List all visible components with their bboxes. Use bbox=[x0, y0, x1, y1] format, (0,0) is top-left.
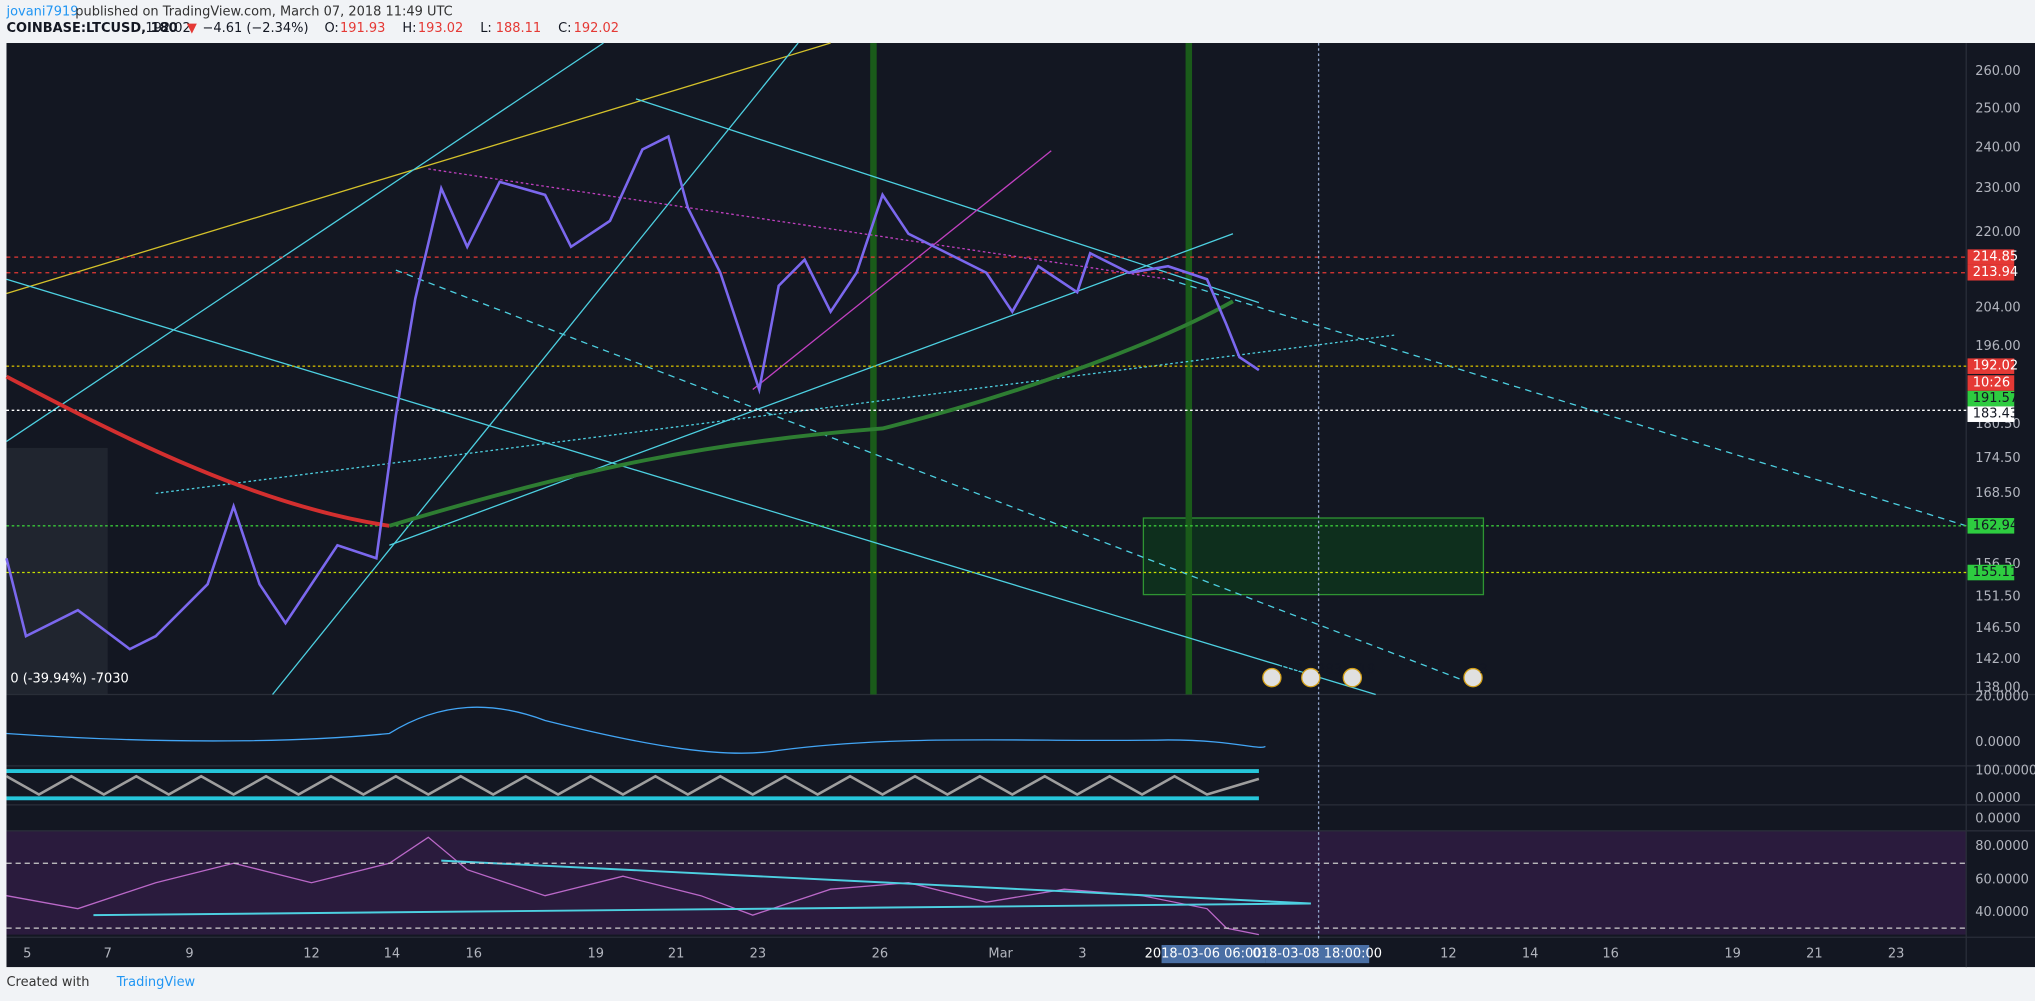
date-tick-label: 23 bbox=[750, 947, 767, 962]
price-tag bbox=[1967, 564, 2015, 581]
ohlc-key: L: bbox=[480, 21, 492, 36]
price-tag-label: 214.85 bbox=[1973, 250, 2018, 265]
change: −4.61 (−2.34%) bbox=[202, 21, 308, 36]
published: published on TradingView.com, March 07, … bbox=[75, 4, 452, 19]
price-tick-label: 151.50 bbox=[1975, 590, 2020, 605]
author[interactable]: jovani7919 bbox=[5, 4, 78, 19]
date-tick-label: 14 bbox=[384, 947, 401, 962]
price-tag-label: 10:26 bbox=[1973, 376, 2010, 391]
price-tick-label: 142.00 bbox=[1975, 652, 2020, 667]
event-flag bbox=[1463, 667, 1483, 688]
date-tick-label: 12 bbox=[1440, 947, 1457, 962]
ohlc-value: 192.02 bbox=[574, 21, 619, 36]
date-tick-label: 5 bbox=[23, 947, 31, 962]
date-highlight-label: 2018-03-06 06:00:00 bbox=[1145, 947, 1283, 962]
price-tick-label: 146.50 bbox=[1975, 621, 2020, 636]
price-tag bbox=[1967, 406, 2015, 422]
indicator-tick-label: 80.0000 bbox=[1975, 839, 2029, 854]
price-tick-label: 138.00 bbox=[1975, 681, 2020, 696]
ohlc-key: H: bbox=[402, 21, 416, 36]
price-tag-label: 213.94 bbox=[1973, 265, 2018, 280]
price-tick-label: 250.00 bbox=[1975, 102, 2020, 117]
panel-separators bbox=[6, 43, 2035, 968]
date-tick-label: 9 bbox=[185, 947, 193, 962]
price-tick-label: 230.00 bbox=[1975, 181, 2020, 196]
drawings bbox=[5, 42, 1967, 942]
last-price: 192.02 bbox=[145, 21, 190, 36]
price-tag bbox=[1967, 518, 2015, 534]
date-tick-label: 23 bbox=[1888, 947, 1905, 962]
event-flag bbox=[1342, 667, 1363, 688]
price-tick-label: 168.50 bbox=[1975, 486, 2020, 501]
event-count: 3 bbox=[1480, 662, 1488, 677]
event-count: 283 bbox=[1317, 662, 1342, 677]
price-tag-label: 192.02 bbox=[1973, 359, 2018, 374]
date-tick-label: 19 bbox=[587, 947, 604, 962]
footer-brand[interactable]: TradingView bbox=[116, 975, 196, 990]
price-tag bbox=[1967, 358, 2015, 374]
price-tag-label: 155.11 bbox=[1973, 565, 2018, 580]
price-tick-label: 196.00 bbox=[1975, 339, 2020, 354]
price-tick-label: 174.50 bbox=[1975, 451, 2020, 466]
footer-created: Created with bbox=[6, 975, 89, 990]
date-tick-label: 12 bbox=[303, 947, 320, 962]
ohlc-value: 191.93 bbox=[340, 21, 385, 36]
event-count: 19 bbox=[1359, 662, 1376, 677]
date-highlight bbox=[1161, 945, 1266, 964]
date-tick-label: 21 bbox=[1806, 947, 1823, 962]
price-tag bbox=[1967, 264, 2015, 281]
price-tick-label: 220.00 bbox=[1975, 225, 2020, 240]
date-tick-label: 26 bbox=[872, 947, 889, 962]
price-tag bbox=[1967, 390, 2015, 407]
date-tick-label: 3 bbox=[1078, 947, 1086, 962]
measure-box bbox=[6, 447, 108, 695]
price-tick-label: 260.00 bbox=[1975, 64, 2020, 79]
rsi-band bbox=[6, 830, 1967, 935]
measure-label: 0 (-39.94%) -7030 bbox=[10, 671, 128, 686]
price-tag bbox=[1967, 249, 2015, 265]
target-box bbox=[1142, 517, 1485, 596]
ohlc-value: 193.02 bbox=[418, 21, 463, 36]
indicator-tick-label: 20.0000 bbox=[1975, 690, 2029, 705]
indicator-tick-label: 40.0000 bbox=[1975, 905, 2029, 920]
date-tick-label: 21 bbox=[668, 947, 685, 962]
date-tick-label: 16 bbox=[1602, 947, 1619, 962]
change-arrow: ▼ bbox=[187, 21, 197, 36]
chart-area bbox=[6, 43, 2035, 968]
event-flag bbox=[1262, 667, 1282, 688]
indicator-tick-label: 100.0000 bbox=[1975, 764, 2035, 779]
price-tick-label: 204.00 bbox=[1975, 300, 2020, 315]
indicator-tick-label: 0.0000 bbox=[1975, 791, 2020, 806]
date-highlight bbox=[1265, 945, 1370, 964]
price-tag-label: 162.94 bbox=[1973, 518, 2018, 533]
ohlc-key: C: bbox=[558, 21, 571, 36]
indicator-tick-label: 0.0000 bbox=[1975, 812, 2020, 827]
date-tick-label: 16 bbox=[465, 947, 482, 962]
price-tag-label: 191.57 bbox=[1973, 391, 2018, 406]
event-flag bbox=[1301, 667, 1321, 688]
price-tick-label: 240.00 bbox=[1975, 141, 2020, 156]
indicator-tick-label: 60.0000 bbox=[1975, 873, 2029, 888]
date-tick-label: 19 bbox=[1724, 947, 1741, 962]
ohlc-key: O: bbox=[324, 21, 338, 36]
date-tick-label: 14 bbox=[1522, 947, 1539, 962]
event-count: 102 bbox=[1278, 662, 1303, 677]
date-tick-label: 7 bbox=[104, 947, 112, 962]
ohlc-value: 188.11 bbox=[496, 21, 541, 36]
date-highlight-label: 018-03-08 18:00:00 bbox=[1253, 947, 1383, 962]
price-tag bbox=[1967, 375, 2015, 391]
price-tag-label: 183.43 bbox=[1973, 407, 2018, 422]
indicator-tick-label: 0.0000 bbox=[1975, 735, 2020, 750]
date-tick-label: Mar bbox=[988, 947, 1013, 962]
symbol: COINBASE:LTCUSD, 180 bbox=[6, 21, 177, 36]
